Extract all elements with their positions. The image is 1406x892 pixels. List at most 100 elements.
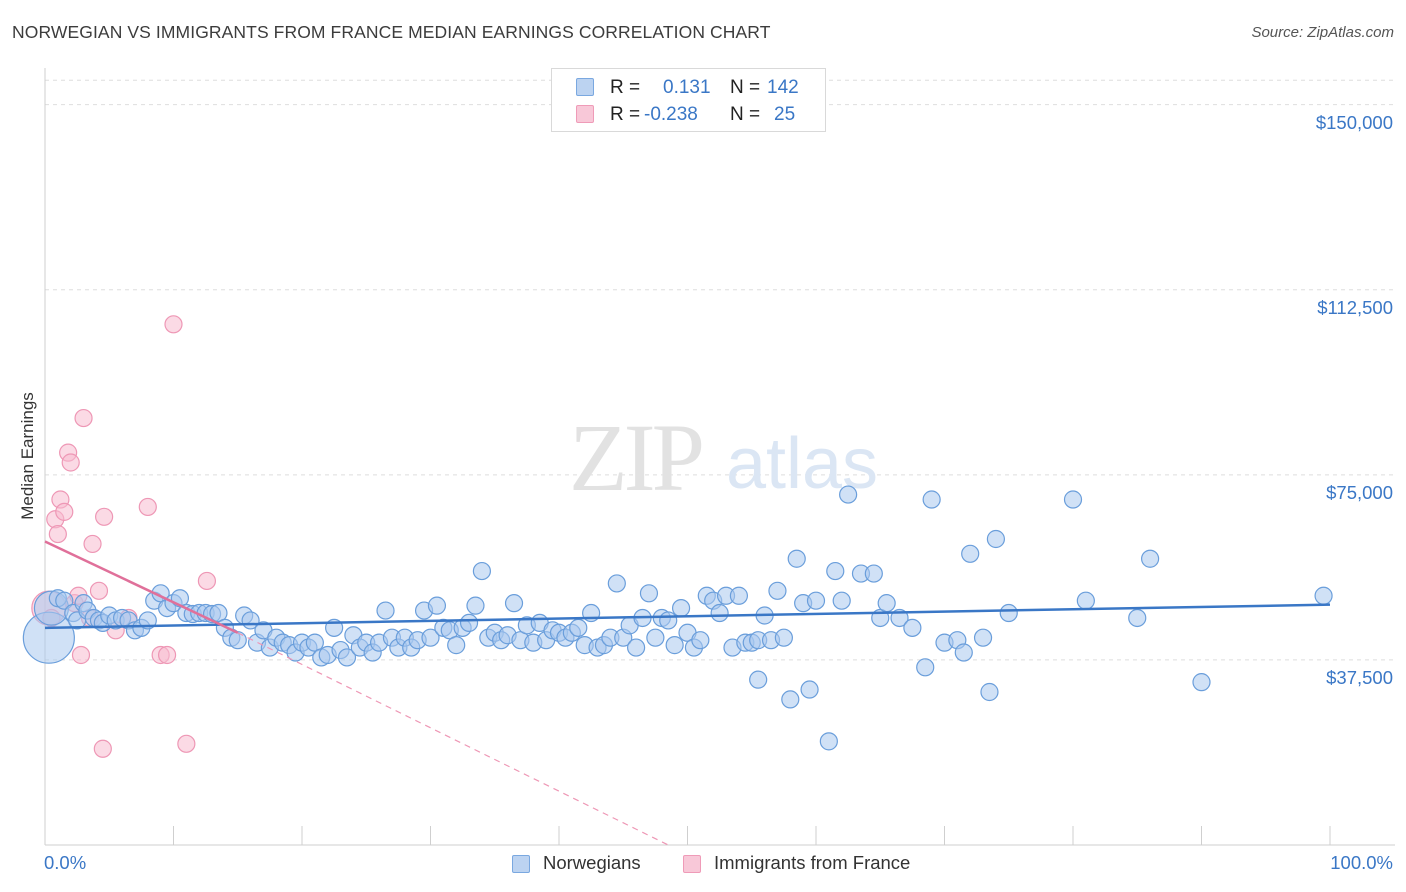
y-tick-label: $37,500 xyxy=(1326,666,1393,688)
immigrants-point xyxy=(157,645,177,665)
immigrants-point xyxy=(138,497,157,517)
norwegian-point xyxy=(671,598,691,618)
norwegian-point xyxy=(607,574,626,593)
bottom-legend-label: Norwegians xyxy=(543,852,641,873)
legend-r-value: 0.131 xyxy=(663,77,711,98)
norwegian-trend-line xyxy=(44,603,1331,630)
legend-n-value: 25 xyxy=(774,104,796,125)
norwegian-point xyxy=(839,485,858,504)
norwegian-point xyxy=(466,596,485,615)
x-tick-label-min: 0.0% xyxy=(44,852,87,873)
immigrants-point xyxy=(48,524,67,544)
norwegian-point xyxy=(954,643,973,662)
norwegian-point xyxy=(55,591,74,610)
bottom-legend-swatch-blue xyxy=(512,855,530,873)
norwegian-point xyxy=(787,549,806,568)
norwegian-point xyxy=(472,561,491,581)
norwegian-point xyxy=(459,613,479,633)
norwegian-point xyxy=(980,682,999,702)
norwegian-point xyxy=(665,636,684,655)
norwegian-point xyxy=(986,529,1006,549)
chart-title: NORWEGIAN VS IMMIGRANTS FROM FRANCE MEDI… xyxy=(12,22,771,42)
immigrants-point xyxy=(89,581,109,600)
norwegian-point xyxy=(1076,591,1095,610)
norwegian-point xyxy=(626,638,646,657)
source-label: Source: ZipAtlas.com xyxy=(1251,24,1394,41)
immigrants-point xyxy=(61,453,80,472)
legend-r-label: R = xyxy=(610,77,641,98)
norwegian-point xyxy=(1140,549,1160,568)
immigrants-point xyxy=(164,315,183,334)
immigrants-point xyxy=(197,571,217,591)
legend-n-label: N = xyxy=(730,104,761,125)
immigrants-points xyxy=(31,315,217,758)
norwegian-point xyxy=(774,628,793,647)
stats-legend: R = 0.131 N = 142 R = -0.238 N = 25 xyxy=(551,68,826,132)
norwegian-point xyxy=(447,636,466,655)
norwegian-point xyxy=(639,584,659,603)
norwegian-point xyxy=(877,594,896,613)
watermark-zip: ZIP xyxy=(569,404,702,511)
bottom-legend-label: Immigrants from France xyxy=(714,852,911,873)
norwegian-point xyxy=(421,628,440,647)
x-tick-label-max: 100.0% xyxy=(1330,852,1393,873)
norwegian-point xyxy=(659,611,678,630)
norwegian-point xyxy=(973,628,993,647)
norwegian-point xyxy=(228,631,247,650)
immigrants-trend-line xyxy=(44,540,239,634)
legend-row-immigrants: R = -0.238 N = 25 xyxy=(552,102,825,128)
legend-r-label: R = xyxy=(610,104,641,125)
norwegian-point xyxy=(916,658,935,677)
norwegian-point xyxy=(1063,490,1083,509)
norwegian-point xyxy=(749,670,768,689)
legend-swatch-blue xyxy=(576,78,594,96)
immigrants-point xyxy=(55,502,74,521)
immigrants-point xyxy=(177,734,196,753)
norwegian-point xyxy=(1192,673,1211,692)
norwegian-point xyxy=(729,586,749,605)
trend-lines xyxy=(44,540,1331,846)
norwegian-point xyxy=(922,490,941,509)
immigrants-point xyxy=(95,507,114,526)
immigrants-trend-extension xyxy=(237,632,669,846)
watermark: ZIP atlas xyxy=(569,404,878,511)
norwegian-point xyxy=(864,564,883,583)
norwegian-point xyxy=(768,581,787,600)
norwegian-point xyxy=(376,601,395,620)
norwegian-point xyxy=(337,648,357,667)
norwegian-point xyxy=(832,591,851,610)
norwegian-point xyxy=(826,561,845,581)
norwegian-point xyxy=(999,603,1018,623)
bottom-legend-swatch-pink xyxy=(683,855,701,873)
norwegian-point xyxy=(781,690,800,709)
grid-lines xyxy=(45,79,1395,661)
norwegian-point xyxy=(691,631,710,650)
legend-n-value: 142 xyxy=(767,77,799,98)
norwegian-point xyxy=(646,628,665,647)
y-tick-label: $112,500 xyxy=(1317,296,1393,318)
legend-swatch-pink xyxy=(576,105,594,123)
norwegian-point xyxy=(427,596,447,615)
norwegian-point xyxy=(1128,608,1147,628)
y-tick-label: $150,000 xyxy=(1315,111,1393,133)
norwegian-point xyxy=(1314,586,1333,605)
norwegian-point xyxy=(961,544,980,563)
immigrants-point xyxy=(83,534,102,554)
axes xyxy=(44,68,1395,846)
immigrants-point xyxy=(74,408,93,428)
norwegian-points xyxy=(22,485,1333,751)
norwegian-point xyxy=(903,618,922,637)
immigrants-point xyxy=(71,645,91,665)
norwegian-point xyxy=(504,594,524,613)
norwegian-point xyxy=(800,680,819,699)
norwegian-point xyxy=(569,618,588,637)
norwegian-point xyxy=(806,591,826,610)
legend-row-norwegians: R = 0.131 N = 142 xyxy=(552,75,825,101)
y-tick-label: $75,000 xyxy=(1326,481,1393,503)
legend-r-value: -0.238 xyxy=(644,104,698,125)
legend-n-label: N = xyxy=(730,77,761,98)
norwegian-point xyxy=(819,732,838,751)
immigrants-point xyxy=(93,739,112,758)
norwegian-point xyxy=(710,603,729,623)
